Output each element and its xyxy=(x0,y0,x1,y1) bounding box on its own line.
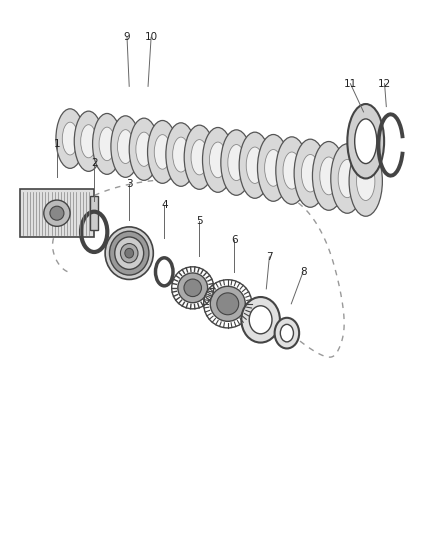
Text: 2: 2 xyxy=(91,158,98,167)
Ellipse shape xyxy=(74,111,103,171)
Ellipse shape xyxy=(62,122,78,155)
Ellipse shape xyxy=(246,147,264,183)
Ellipse shape xyxy=(276,137,308,204)
Ellipse shape xyxy=(110,231,149,275)
Text: 5: 5 xyxy=(196,216,203,226)
Ellipse shape xyxy=(191,140,208,175)
Ellipse shape xyxy=(265,150,282,186)
Ellipse shape xyxy=(249,306,272,334)
Ellipse shape xyxy=(99,127,115,160)
Ellipse shape xyxy=(136,132,152,166)
FancyBboxPatch shape xyxy=(20,189,94,237)
Ellipse shape xyxy=(338,159,357,198)
Text: 7: 7 xyxy=(266,252,273,262)
Ellipse shape xyxy=(283,152,300,189)
Ellipse shape xyxy=(357,162,375,200)
Ellipse shape xyxy=(178,273,208,303)
Ellipse shape xyxy=(280,325,293,342)
Ellipse shape xyxy=(331,144,364,213)
Text: 10: 10 xyxy=(145,33,158,42)
Ellipse shape xyxy=(125,248,134,258)
Ellipse shape xyxy=(209,142,226,177)
Ellipse shape xyxy=(312,141,345,211)
Text: 12: 12 xyxy=(378,79,391,88)
Ellipse shape xyxy=(50,206,64,220)
Ellipse shape xyxy=(115,237,144,269)
Ellipse shape xyxy=(148,120,177,183)
Ellipse shape xyxy=(210,286,245,321)
Ellipse shape xyxy=(154,135,171,169)
Ellipse shape xyxy=(129,118,159,180)
Ellipse shape xyxy=(173,137,189,172)
Text: 6: 6 xyxy=(231,235,238,245)
Ellipse shape xyxy=(202,127,233,192)
Ellipse shape xyxy=(221,130,252,195)
Text: 8: 8 xyxy=(300,267,307,277)
Ellipse shape xyxy=(320,157,338,195)
Ellipse shape xyxy=(120,244,138,263)
Ellipse shape xyxy=(258,134,289,201)
Ellipse shape xyxy=(228,144,245,181)
Ellipse shape xyxy=(239,132,271,198)
Ellipse shape xyxy=(56,109,84,168)
Ellipse shape xyxy=(92,114,121,174)
Ellipse shape xyxy=(275,318,299,349)
Text: 11: 11 xyxy=(344,79,357,88)
FancyBboxPatch shape xyxy=(90,196,98,230)
Ellipse shape xyxy=(105,227,153,279)
Text: 4: 4 xyxy=(161,200,168,210)
Ellipse shape xyxy=(347,104,384,179)
Ellipse shape xyxy=(217,293,239,315)
Ellipse shape xyxy=(184,279,201,296)
Ellipse shape xyxy=(111,116,140,177)
Ellipse shape xyxy=(184,125,215,189)
Text: 1: 1 xyxy=(53,139,60,149)
Ellipse shape xyxy=(166,123,196,187)
Ellipse shape xyxy=(81,125,96,158)
Ellipse shape xyxy=(241,297,280,343)
Ellipse shape xyxy=(349,146,382,216)
Ellipse shape xyxy=(117,130,134,164)
Text: 3: 3 xyxy=(126,179,133,189)
Ellipse shape xyxy=(44,200,70,227)
Ellipse shape xyxy=(301,155,319,192)
Text: 9: 9 xyxy=(124,33,131,42)
Ellipse shape xyxy=(355,119,377,164)
Ellipse shape xyxy=(294,139,326,207)
